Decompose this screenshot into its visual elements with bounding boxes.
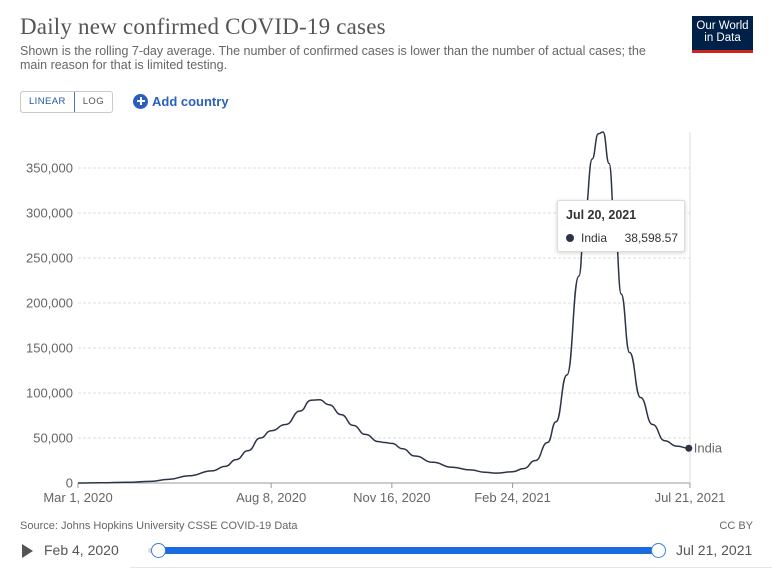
license-label[interactable]: CC BY bbox=[719, 520, 753, 532]
add-country-label: Add country bbox=[152, 93, 229, 109]
line-chart[interactable]: 0 50,000 100,000 150,000 200,000 250,000 300,0… bbox=[0, 118, 772, 513]
x-tick-label: Nov 16, 2020 bbox=[353, 490, 430, 505]
y-tick-label: 150,000 bbox=[26, 341, 73, 356]
y-tick-label: 100,000 bbox=[26, 386, 73, 401]
timeline-selected-range bbox=[158, 547, 658, 554]
x-axis-ticks: Mar 1, 2020 Aug 8, 2020 Nov 16, 2020 Feb 24… bbox=[43, 483, 725, 505]
y-tick-label: 50,000 bbox=[33, 431, 73, 446]
footer-divider bbox=[130, 567, 772, 568]
owid-logo[interactable]: Our World in Data bbox=[692, 16, 753, 53]
linear-scale-button[interactable]: LINEAR bbox=[20, 92, 75, 112]
x-tick-label: Jul 21, 2021 bbox=[655, 490, 726, 505]
y-tick-label: 250,000 bbox=[26, 251, 73, 266]
tooltip-value: 38,598.57 bbox=[624, 231, 678, 245]
hover-tooltip: Jul 20, 2021 India 38,598.57 bbox=[557, 200, 685, 252]
y-axis-ticks: 0 50,000 100,000 150,000 200,000 250,000 300,0… bbox=[26, 161, 73, 491]
source-note[interactable]: Source: Johns Hopkins University CSSE CO… bbox=[20, 520, 298, 532]
series-end-marker bbox=[685, 444, 693, 452]
timeline-end-label: Jul 21, 2021 bbox=[676, 542, 753, 558]
scale-toggle: LINEAR LOG bbox=[20, 91, 113, 113]
tooltip-entity: India bbox=[581, 231, 608, 245]
series-color-swatch bbox=[566, 234, 574, 242]
plus-circle-icon bbox=[133, 93, 148, 109]
chart-subtitle: Shown is the rolling 7-day average. The … bbox=[20, 44, 646, 72]
tooltip-date: Jul 20, 2021 bbox=[566, 208, 637, 222]
chart-title: Daily new confirmed COVID-19 cases bbox=[20, 14, 386, 39]
timeline-start-handle[interactable] bbox=[150, 543, 166, 558]
x-tick-label: Feb 24, 2021 bbox=[474, 490, 551, 505]
add-country-button[interactable]: Add country bbox=[133, 92, 229, 110]
log-scale-button[interactable]: LOG bbox=[82, 96, 104, 107]
series-line-india[interactable] bbox=[77, 131, 689, 484]
series-end-label[interactable]: India bbox=[694, 440, 723, 455]
play-icon[interactable] bbox=[22, 544, 33, 558]
timeline-end-handle[interactable] bbox=[650, 543, 666, 558]
y-tick-label: 200,000 bbox=[26, 296, 73, 311]
x-tick-label: Aug 8, 2020 bbox=[236, 490, 306, 505]
y-tick-label: 350,000 bbox=[26, 161, 73, 176]
timeline-start-label: Feb 4, 2020 bbox=[44, 542, 119, 558]
y-grid bbox=[78, 167, 690, 439]
x-tick-label: Mar 1, 2020 bbox=[43, 490, 112, 505]
y-tick-label: 300,000 bbox=[26, 206, 73, 221]
tooltip-row: India 38,598.57 bbox=[566, 231, 678, 245]
logo-line-1: Our World bbox=[696, 20, 749, 32]
timeline-controls: Feb 4, 2020 Jul 21, 2021 bbox=[0, 536, 772, 566]
logo-line-2: in Data bbox=[704, 32, 741, 44]
y-tick-label: 0 bbox=[66, 476, 73, 491]
